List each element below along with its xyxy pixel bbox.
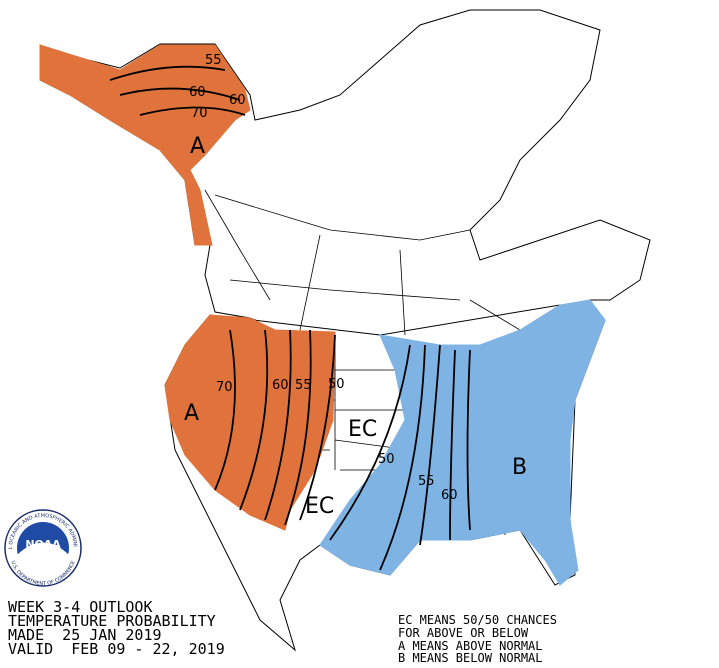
legend-line: A MEANS ABOVE NORMAL xyxy=(398,639,543,653)
contour-label: 55 xyxy=(418,474,435,489)
contour-labels: 55 60 60 70 70 60 55 50 50 55 60 xyxy=(189,53,458,503)
contour-label: 50 xyxy=(378,452,395,467)
region-labels: A A EC EC B xyxy=(184,134,527,519)
title-line: MADE 25 JAN 2019 xyxy=(8,626,162,644)
title: WEEK 3-4 OUTLOOK TEMPERATURE PROBABILITY… xyxy=(8,598,225,658)
title-line: WEEK 3-4 OUTLOOK xyxy=(8,598,153,616)
legend-line: EC MEANS 50/50 CHANCES xyxy=(398,613,557,627)
contour-label: 70 xyxy=(191,106,208,121)
legend-line: FOR ABOVE OR BELOW xyxy=(398,626,529,640)
contour-label: 60 xyxy=(229,93,246,108)
region-label: EC xyxy=(305,494,334,519)
title-line: VALID FEB 09 - 22, 2019 xyxy=(8,640,225,658)
legend: EC MEANS 50/50 CHANCES FOR ABOVE OR BELO… xyxy=(398,613,557,665)
contour-label: 70 xyxy=(216,380,233,395)
legend-line: B MEANS BELOW NORMAL xyxy=(398,651,543,665)
title-line: TEMPERATURE PROBABILITY xyxy=(8,612,216,630)
region-label: A xyxy=(184,401,199,426)
contour-label: 60 xyxy=(189,85,206,100)
region-label: A xyxy=(190,134,205,159)
contour-label: 60 xyxy=(272,378,289,393)
contour-label: 60 xyxy=(441,488,458,503)
contours xyxy=(109,65,471,571)
logo-name: NOAA xyxy=(25,538,61,551)
contour-label: 55 xyxy=(295,378,312,393)
contour-label: 55 xyxy=(205,53,222,68)
probability-areas xyxy=(39,44,606,586)
region-label: EC xyxy=(348,417,377,442)
contour-label: 50 xyxy=(328,377,345,392)
region-label: B xyxy=(512,455,527,480)
